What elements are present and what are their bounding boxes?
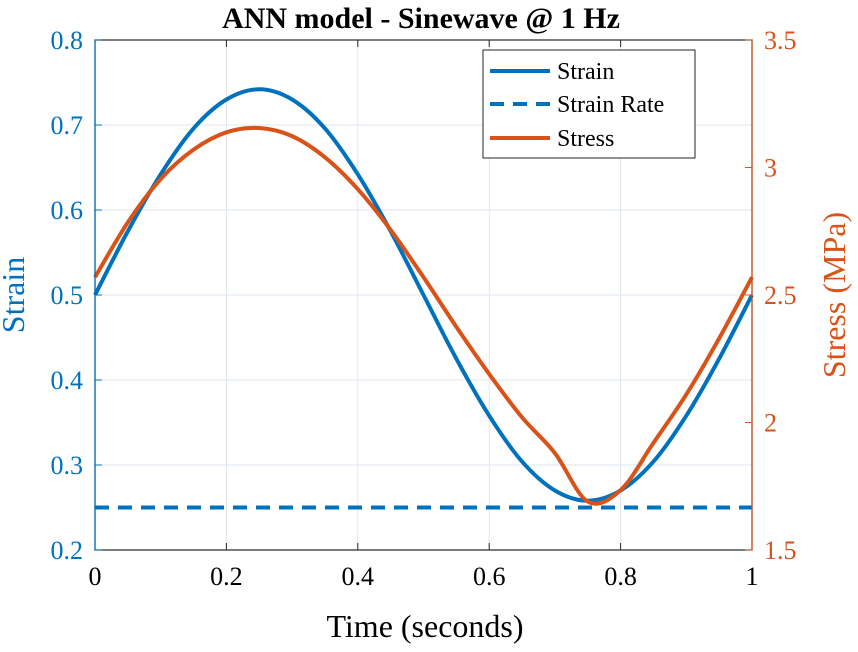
x-tick-label-2: 0.4 <box>342 562 375 591</box>
series-line-stress <box>93 125 754 506</box>
y-axis-right-label: Stress (MPa) <box>816 212 852 378</box>
y-axis-left-label: Strain <box>0 257 31 333</box>
y-left-tick-label-5: 0.7 <box>51 111 84 140</box>
x-tick-label-1: 0.2 <box>210 562 243 591</box>
x-tick-label-0: 0 <box>89 562 102 591</box>
y-right-tick-label-1: 2 <box>764 409 777 438</box>
legend: Strain Strain Rate Stress <box>482 49 696 159</box>
legend-label-strain: Strain <box>557 59 614 85</box>
y-left-tick-label-3: 0.5 <box>51 281 84 310</box>
y-right-tick-label-4: 3.5 <box>764 26 797 55</box>
y-left-tick-label-4: 0.6 <box>51 196 84 225</box>
y-right-tick-label-2: 2.5 <box>764 281 797 310</box>
chart-title: ANN model - Sinewave @ 1 Hz <box>222 2 620 35</box>
x-tick-label-3: 0.6 <box>473 562 506 591</box>
x-tick-label-5: 1 <box>746 562 759 591</box>
legend-label-stress: Stress <box>557 126 614 152</box>
y-left-tick-label-6: 0.8 <box>51 26 84 55</box>
legend-label-strain-rate: Strain Rate <box>557 92 664 118</box>
x-tick-label-4: 0.8 <box>604 562 637 591</box>
x-axis-label: Time (seconds) <box>326 608 523 644</box>
series-layer <box>93 87 754 510</box>
y-left-tick-label-0: 0.2 <box>51 536 84 565</box>
y-left-tick-label-1: 0.3 <box>51 451 84 480</box>
series-line-strain <box>93 87 754 503</box>
ticks: 0 0.2 0.4 0.6 0.8 10.20.30.40.50.60.70.81.522… <box>51 26 797 591</box>
y-right-tick-label-3: 3 <box>764 154 777 183</box>
y-right-tick-label-0: 1.5 <box>764 536 797 565</box>
y-left-tick-label-2: 0.4 <box>51 366 84 395</box>
